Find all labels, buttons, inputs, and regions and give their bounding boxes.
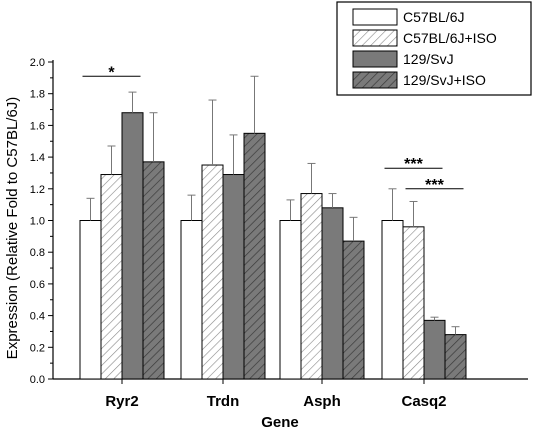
bar <box>180 220 203 380</box>
y-tick-label: 0.0 <box>30 374 45 386</box>
bar <box>222 174 245 380</box>
bar <box>402 226 425 380</box>
legend-swatch <box>352 29 398 47</box>
bar <box>201 164 224 380</box>
y-tick-label: 1.4 <box>30 152 45 164</box>
legend-label: 129/SvJ+ISO <box>403 72 486 88</box>
x-axis-title: Gene <box>261 414 299 431</box>
legend-label: 129/SvJ <box>403 51 454 67</box>
x-tick-label: Casq2 <box>401 393 446 410</box>
y-tick-label: 0.2 <box>30 342 45 354</box>
bar <box>444 334 467 380</box>
x-tick-label: Asph <box>303 393 341 410</box>
y-tick-label: 0.8 <box>30 247 45 259</box>
bar <box>142 161 165 380</box>
y-tick-label: 2.0 <box>30 57 45 69</box>
bar <box>423 319 446 380</box>
legend-label: C57BL/6J <box>403 9 464 25</box>
y-tick-label: 1.6 <box>30 120 45 132</box>
legend-label: C57BL/6J+ISO <box>403 30 497 46</box>
legend-swatch <box>352 50 398 68</box>
significance-label: *** <box>425 177 444 194</box>
significance-markers: ******* <box>82 64 464 194</box>
bar <box>321 207 344 380</box>
bar <box>300 193 323 380</box>
y-tick-label: 0.6 <box>30 279 45 291</box>
bar <box>121 112 144 380</box>
bar <box>243 132 266 380</box>
x-tick-label: Ryr2 <box>105 393 138 410</box>
x-tick-label: Trdn <box>207 393 240 410</box>
bar <box>381 220 404 380</box>
y-tick-label: 1.8 <box>30 89 45 101</box>
bar <box>79 220 102 380</box>
legend-swatch <box>352 71 398 89</box>
legend-swatch <box>352 8 398 26</box>
bar <box>279 220 302 380</box>
bars <box>79 75 467 380</box>
bar <box>100 174 123 380</box>
significance-label: * <box>108 64 115 81</box>
significance-label: *** <box>404 156 423 173</box>
bar <box>342 240 365 380</box>
y-tick-label: 1.2 <box>30 184 45 196</box>
legend: C57BL/6J C57BL/6J+ISO 129/SvJ 129/SvJ+ISO <box>336 1 532 96</box>
y-axis-title: Expression (Relative Fold to C57BL/6J) <box>4 97 21 360</box>
y-tick-label: 1.0 <box>30 216 45 228</box>
y-tick-label: 0.4 <box>30 311 45 323</box>
